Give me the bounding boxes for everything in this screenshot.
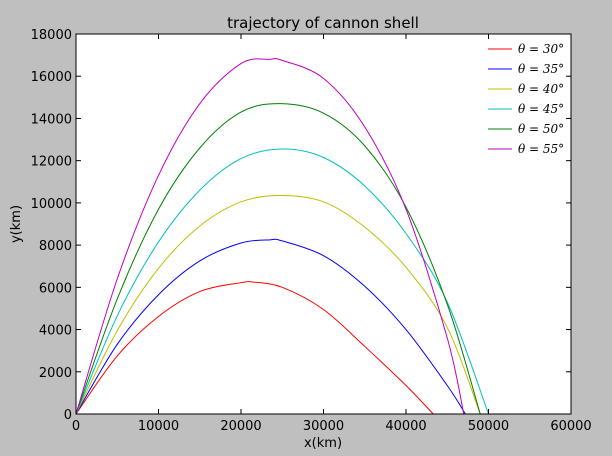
y-tick-label: 10000 [31, 197, 72, 212]
legend-label-5: θ = 50° [518, 122, 564, 136]
legend-label-3: θ = 40° [518, 82, 564, 96]
x-tick-label: 0 [72, 419, 80, 434]
legend-label-6: θ = 55° [518, 142, 564, 156]
ticks-layer: 0 10000 20000 30000 40000 50000 60000 0 2000 4000… [31, 28, 592, 434]
y-tick-label: 14000 [31, 112, 72, 127]
x-tick-label: 30000 [303, 419, 344, 434]
x-axis-label: x(km) [304, 436, 342, 451]
y-tick-label: 16000 [31, 70, 72, 85]
y-axis-label: y(km) [9, 205, 24, 243]
x-tick-label: 50000 [468, 419, 509, 434]
series-line-3 [76, 194, 481, 414]
legend-label-1: θ = 30° [518, 42, 564, 56]
x-tick-label: 60000 [550, 419, 591, 434]
series-layer [76, 57, 489, 414]
y-tick-label: 4000 [39, 324, 72, 339]
series-line-6 [76, 57, 465, 414]
y-tick-label: 8000 [39, 239, 72, 254]
plot-area [76, 34, 571, 414]
legend: θ = 30° θ = 35° θ = 40° θ = 45° θ = 50° θ = 5… [488, 42, 564, 156]
legend-label-2: θ = 35° [518, 62, 564, 76]
series-line-5 [76, 103, 481, 414]
y-tick-label: 0 [64, 408, 72, 423]
legend-label-4: θ = 45° [518, 102, 564, 116]
x-tick-label: 10000 [138, 419, 179, 434]
y-tick-label: 2000 [39, 366, 72, 381]
x-tick-label: 20000 [220, 419, 261, 434]
series-line-4 [76, 148, 489, 414]
chart-title: trajectory of cannon shell [227, 14, 419, 32]
y-tick-label: 18000 [31, 28, 72, 43]
series-line-2 [76, 238, 466, 414]
y-tick-label: 6000 [39, 281, 72, 296]
y-tick-label: 12000 [31, 155, 72, 170]
x-tick-label: 40000 [385, 419, 426, 434]
series-line-1 [76, 280, 434, 414]
